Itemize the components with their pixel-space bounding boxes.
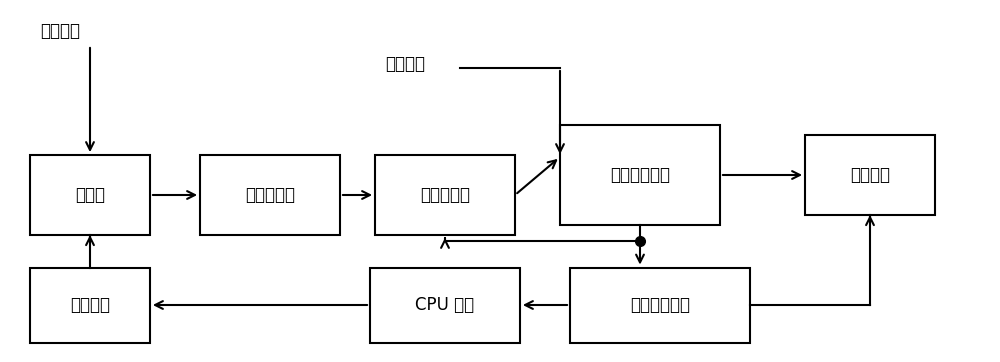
Text: 压控衰减器: 压控衰减器 <box>420 186 470 204</box>
Text: 功率比较单元: 功率比较单元 <box>610 166 670 184</box>
Bar <box>805 135 935 215</box>
Text: 计数单元: 计数单元 <box>850 166 890 184</box>
Text: 模数转换单元: 模数转换单元 <box>630 296 690 314</box>
Text: 被测信号: 被测信号 <box>40 22 80 40</box>
Text: 比较电压: 比较电压 <box>385 55 425 73</box>
Text: CPU 单元: CPU 单元 <box>415 296 475 314</box>
Bar <box>30 268 150 342</box>
Bar <box>560 125 720 225</box>
Bar <box>370 268 520 342</box>
Bar <box>375 155 515 235</box>
Bar <box>30 155 150 235</box>
Text: 带通滤波器: 带通滤波器 <box>245 186 295 204</box>
Text: 本振单元: 本振单元 <box>70 296 110 314</box>
Bar <box>570 268 750 342</box>
Bar <box>200 155 340 235</box>
Text: 混频器: 混频器 <box>75 186 105 204</box>
